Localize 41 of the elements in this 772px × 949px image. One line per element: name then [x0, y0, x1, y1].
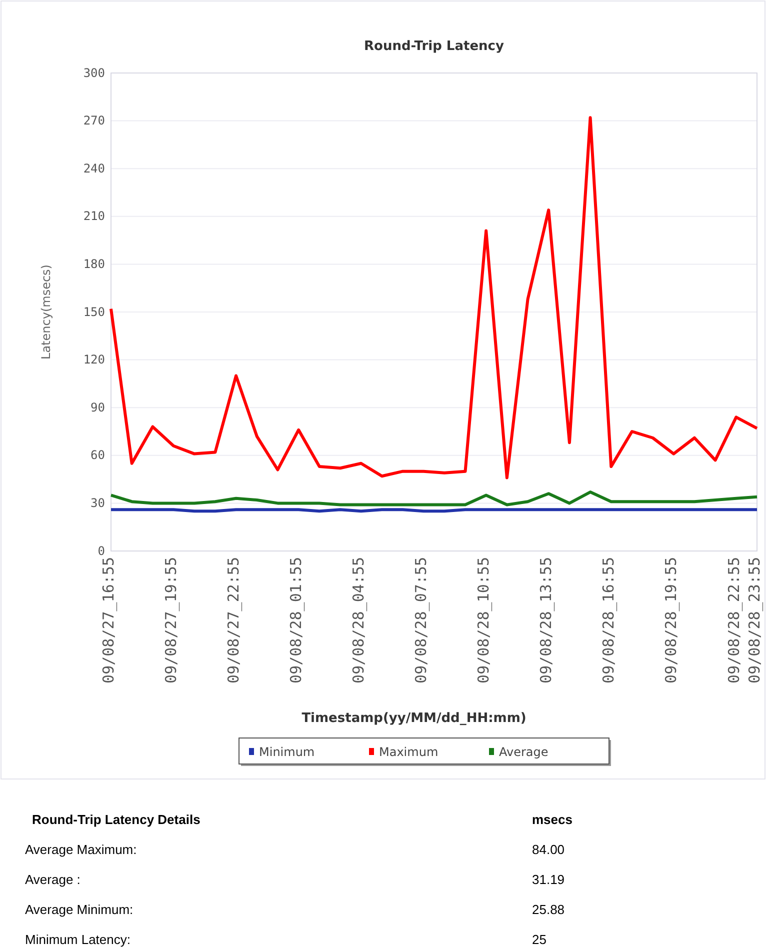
x-tick-label: 09/08/27_22:55	[224, 557, 243, 684]
y-tick-label: 0	[98, 544, 105, 558]
text: Average Minimum:	[25, 902, 134, 917]
line-series	[110, 490, 758, 506]
y-tick-label: 150	[83, 304, 105, 319]
x-tick-label: 09/08/28_23:55	[746, 557, 764, 684]
text: Minimum Latency:	[25, 932, 130, 947]
x-tick-label: 09/08/28_16:55	[600, 557, 618, 684]
x-axis-title: Timestamp(yy/MM/dd_HH:mm)	[302, 711, 526, 726]
x-tick-label: 09/08/28_19:55	[662, 557, 680, 684]
text: msecs	[532, 812, 572, 827]
x-tick-label: 09/08/28_13:55	[537, 557, 556, 684]
x-tick-label: 09/08/28_07:55	[412, 557, 430, 684]
y-tick-label: 240	[83, 161, 105, 176]
text: Round-Trip Latency Details	[32, 812, 200, 827]
y-tick-label: 180	[83, 257, 105, 272]
legend-label: Maximum	[379, 745, 438, 759]
legend-label: Minimum	[259, 745, 315, 759]
y-tick-label: 30	[90, 496, 105, 510]
y-tick-label: 60	[90, 448, 105, 462]
y-tick-label: 300	[83, 66, 105, 80]
x-tick-label: 09/08/28_10:55	[474, 557, 493, 684]
x-tick-label: 09/08/28_04:55	[350, 557, 368, 684]
line-series	[110, 116, 758, 480]
x-tick-label: 09/08/28_22:55	[724, 557, 743, 684]
y-axis-title: Latency(msecs)	[39, 264, 53, 360]
x-tick-label: 09/08/28_01:55	[287, 557, 306, 684]
y-tick-label: 90	[90, 400, 105, 414]
text: Average Maximum:	[25, 842, 137, 857]
y-tick-label: 120	[83, 352, 105, 367]
x-tick-label: 09/08/27_16:55	[100, 557, 118, 684]
text: 25.88	[532, 902, 565, 917]
text: Average :	[25, 872, 80, 887]
chart-title: Round-Trip Latency	[364, 39, 504, 54]
y-tick-label: 210	[83, 209, 105, 224]
text: 84.00	[532, 842, 565, 857]
text: 31.19	[532, 872, 565, 887]
y-tick-label: 270	[83, 114, 105, 128]
text: 25	[532, 932, 546, 947]
x-tick-label: 09/08/27_19:55	[162, 557, 180, 684]
legend-label: Average	[499, 745, 548, 759]
